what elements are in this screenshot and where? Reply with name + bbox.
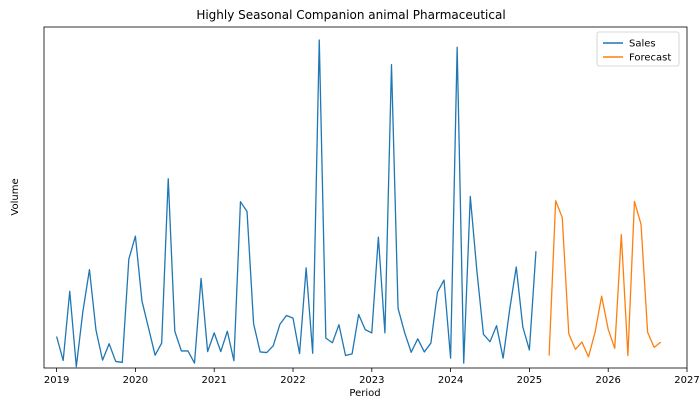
x-tick-label: 2019 <box>44 375 69 386</box>
plot-area <box>44 27 687 368</box>
x-tick-label: 2022 <box>280 375 305 386</box>
series-line-forecast <box>548 200 662 358</box>
chart-title: Highly Seasonal Companion animal Pharmac… <box>196 8 505 22</box>
x-tick-label: 2024 <box>438 375 463 386</box>
x-axis-label: Period <box>349 388 380 399</box>
series-line-sales <box>55 39 537 368</box>
x-tick-label: 2026 <box>595 375 620 386</box>
y-axis-label: Volume <box>10 178 21 215</box>
x-axis-ticks: 2019 2020 2021 2022 2023 2024 2025 2026 2027 <box>44 368 700 386</box>
x-tick-label: 2027 <box>674 375 699 386</box>
series-layer <box>55 39 662 368</box>
legend-label-forecast: Forecast <box>629 53 671 64</box>
x-tick-label: 2025 <box>517 375 542 386</box>
chart-legend: Sales Forecast <box>596 31 680 67</box>
plot-frame <box>43 26 688 369</box>
x-tick-label: 2023 <box>359 375 384 386</box>
x-tick-label: 2021 <box>201 375 226 386</box>
legend-label-sales: Sales <box>629 39 656 50</box>
x-tick-label: 2020 <box>123 375 148 386</box>
